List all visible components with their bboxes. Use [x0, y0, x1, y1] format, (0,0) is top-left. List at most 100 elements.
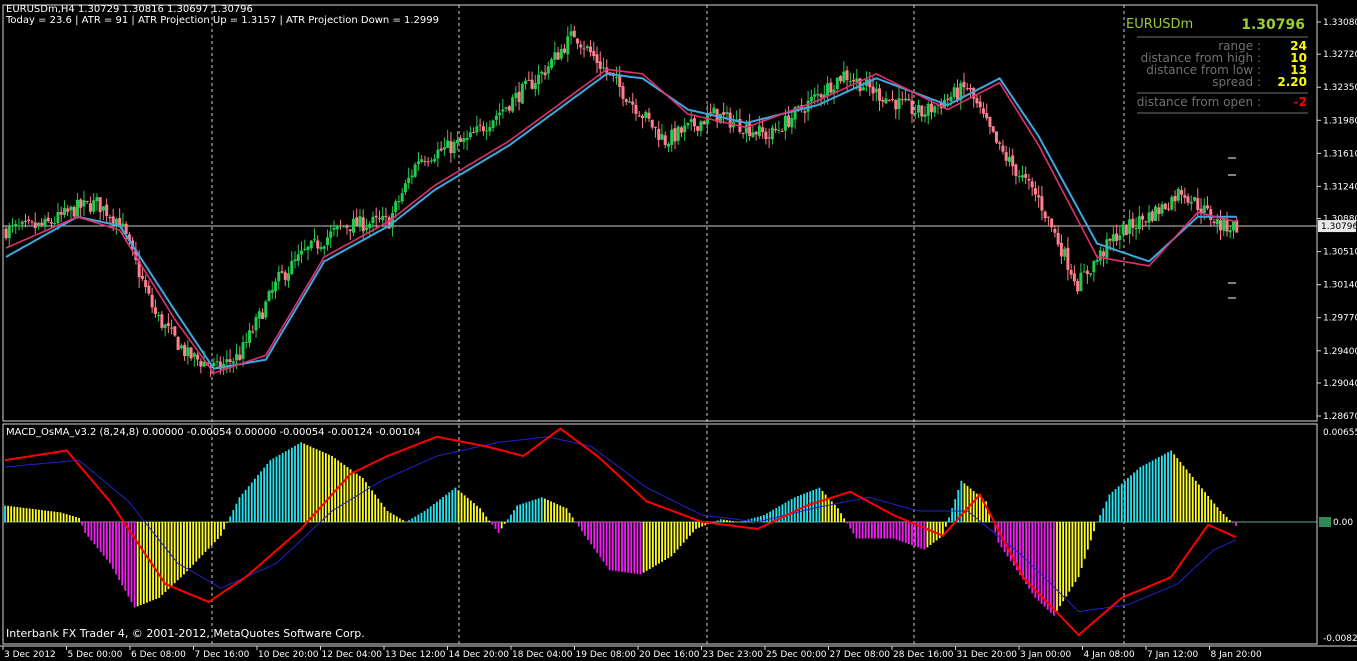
candle-body — [59, 211, 63, 215]
candle-body — [137, 260, 141, 278]
time-axis-label: 6 Dec 08:00 — [131, 650, 186, 660]
candle-body — [767, 137, 771, 139]
candle-body — [835, 77, 839, 90]
candle-body — [891, 99, 895, 101]
candle-body — [602, 67, 606, 69]
candle-body — [1176, 188, 1180, 201]
candle-body — [1137, 216, 1141, 230]
candle-body — [1033, 188, 1037, 195]
candle-body — [764, 131, 768, 139]
candle-body — [952, 87, 956, 98]
candle-body — [1024, 174, 1028, 178]
time-axis-label: 8 Jan 20:00 — [1211, 650, 1263, 660]
candle-body — [92, 200, 96, 212]
time-axis-label: 25 Dec 00:00 — [766, 650, 827, 660]
candle-body — [1076, 281, 1080, 292]
time-axis-label: 4 Jan 08:00 — [1084, 650, 1136, 660]
candle-body — [325, 237, 329, 246]
candle-body — [374, 215, 378, 218]
candle-body — [926, 103, 930, 116]
candle-body — [585, 46, 589, 49]
candle-body — [322, 246, 326, 249]
candle-body — [1095, 259, 1099, 262]
candle-body — [920, 105, 924, 117]
candle-body — [306, 246, 310, 251]
candle-body — [488, 127, 492, 132]
candle-body — [394, 201, 398, 212]
ma-fast-line — [5, 68, 1237, 375]
time-axis-label: 7 Dec 16:00 — [195, 650, 250, 660]
candle-body — [1173, 195, 1177, 202]
candle-body — [683, 125, 687, 133]
candle-body — [1222, 217, 1226, 231]
time-axis-label: 14 Dec 20:00 — [449, 650, 510, 660]
candle-body — [342, 225, 346, 227]
candle-body — [313, 238, 316, 240]
candle-body — [1131, 218, 1135, 228]
price-axis-label: 1.30880 — [1323, 215, 1357, 225]
price-axis-label: 1.30510 — [1323, 248, 1357, 258]
candle-body — [296, 254, 300, 261]
candle-body — [1128, 219, 1132, 234]
candle-body — [1225, 218, 1229, 232]
candle-body — [436, 149, 440, 159]
candle-body — [144, 280, 148, 288]
info-row-label: spread : — [1212, 75, 1261, 89]
candle-body — [329, 231, 333, 238]
candle-body — [537, 74, 541, 85]
candle-body — [23, 220, 27, 222]
candle-body — [147, 285, 151, 294]
candle-body — [725, 112, 729, 115]
candle-body — [1050, 218, 1054, 228]
price-axis-label: 1.31240 — [1323, 182, 1357, 192]
candle-body — [1053, 229, 1057, 233]
candle-body — [998, 142, 1002, 144]
candle-body — [33, 222, 37, 228]
time-axis-label: 3 Jan 00:00 — [1020, 650, 1072, 660]
symbol-header: EURUSDm,H4 1.30729 1.30816 1.30697 1.307… — [6, 4, 253, 16]
candle-body — [978, 101, 982, 108]
candle-body — [813, 94, 817, 97]
candle-body — [345, 226, 349, 228]
candle-body — [624, 99, 628, 103]
price-axis-label: 1.29770 — [1323, 314, 1357, 324]
candle-body — [787, 115, 791, 127]
candle-body — [66, 208, 70, 212]
candle-body — [1037, 195, 1041, 198]
candle-body — [712, 107, 716, 114]
candle-body — [598, 61, 602, 69]
candle-body — [1079, 272, 1083, 292]
candle-body — [1043, 211, 1047, 219]
candle-body — [696, 126, 700, 131]
candle-body — [439, 148, 443, 151]
candle-body — [933, 106, 937, 113]
info-row-value: 10 — [1290, 51, 1307, 65]
candle-body — [36, 222, 40, 227]
candle-body — [449, 141, 453, 154]
candle-body — [634, 104, 638, 115]
candle-body — [1063, 248, 1067, 257]
candle-body — [907, 98, 911, 101]
candle-body — [121, 223, 125, 226]
candle-body — [416, 161, 420, 165]
info-row-value: 2.20 — [1277, 75, 1307, 89]
candle-body — [517, 91, 521, 103]
candle-body — [274, 281, 278, 292]
candle-body — [653, 126, 657, 128]
candle-body — [75, 199, 79, 218]
candle-body — [809, 96, 813, 102]
candle-body — [254, 317, 258, 331]
candle-body — [722, 112, 726, 115]
candle-body — [111, 216, 115, 224]
candle-body — [478, 124, 482, 126]
main-plot-frame — [2, 4, 1318, 422]
candle-body — [1118, 235, 1122, 241]
candle-body — [465, 137, 469, 140]
symbol-timeframe: EURUSDm,H4 — [6, 4, 75, 15]
candle-body — [319, 247, 323, 250]
candle-body — [241, 342, 245, 359]
candle-body — [491, 120, 495, 128]
candle-body — [10, 225, 14, 227]
candle-body — [816, 93, 820, 96]
